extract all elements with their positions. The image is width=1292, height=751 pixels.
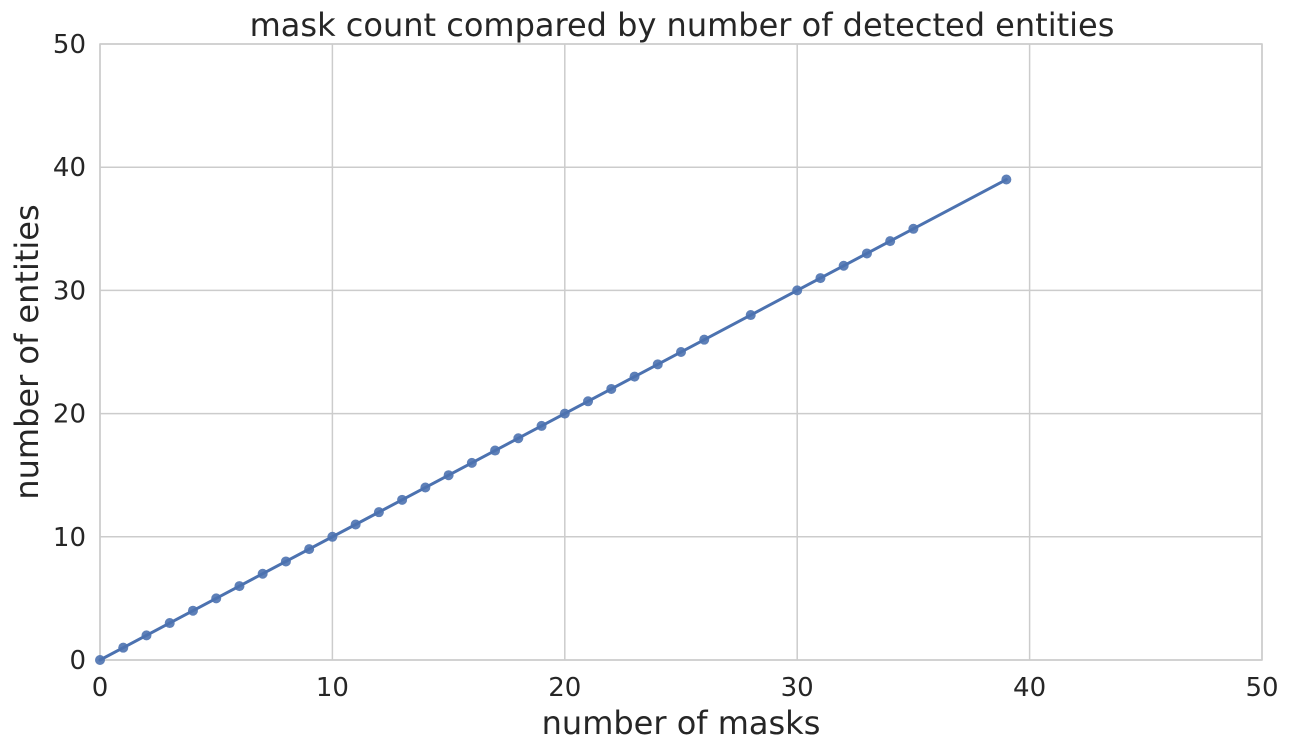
y-tick-label: 30 (53, 276, 86, 306)
data-point (559, 408, 570, 419)
data-point (141, 630, 152, 641)
plot-frame (99, 43, 1263, 661)
y-tick-label: 10 (53, 523, 86, 553)
data-point (490, 445, 501, 456)
data-point (420, 482, 431, 493)
data-point (443, 470, 454, 481)
data-point (118, 642, 129, 653)
data-point (373, 507, 384, 518)
data-point (513, 433, 524, 444)
data-point (583, 396, 594, 407)
data-point (676, 347, 686, 357)
x-tick-label: 10 (316, 673, 349, 703)
chart-title: mask count compared by number of detecte… (250, 6, 1115, 44)
regression-line-group (98, 178, 1008, 662)
data-point (908, 223, 919, 234)
x-tick-label: 20 (548, 673, 581, 703)
y-axis-label: number of entities (8, 204, 46, 499)
x-axis-label: number of masks (542, 704, 821, 742)
y-tick-label: 50 (53, 30, 86, 60)
data-point (257, 568, 268, 579)
data-point (606, 383, 617, 394)
data-point (815, 273, 826, 284)
data-point (838, 260, 849, 271)
x-tick-label: 40 (1013, 673, 1046, 703)
data-point (95, 655, 105, 665)
y-tick-label: 40 (53, 153, 86, 183)
data-points (95, 174, 1012, 665)
data-point (466, 457, 477, 468)
data-point (350, 519, 361, 530)
data-point (629, 371, 640, 382)
x-tick-label: 0 (92, 673, 109, 703)
data-point (280, 556, 291, 567)
data-point (699, 334, 710, 345)
data-point (745, 310, 756, 321)
x-tick-label: 30 (781, 673, 814, 703)
data-point (1001, 174, 1012, 185)
data-point (652, 359, 663, 370)
data-point (164, 618, 175, 629)
data-point (536, 420, 547, 431)
data-point (327, 531, 338, 542)
data-point (885, 236, 896, 247)
tick-labels: 0 10 20 30 40 50 0 10 20 30 40 50 (53, 30, 1279, 703)
data-point (304, 544, 315, 555)
data-point (792, 285, 803, 296)
y-tick-label: 20 (53, 400, 86, 430)
data-point (861, 248, 872, 259)
data-point (187, 605, 198, 616)
data-point (397, 494, 408, 505)
data-point (234, 581, 245, 592)
regression-line (98, 178, 1008, 662)
x-tick-label: 50 (1245, 673, 1278, 703)
data-point (211, 593, 222, 604)
y-tick-label: 0 (69, 646, 86, 676)
